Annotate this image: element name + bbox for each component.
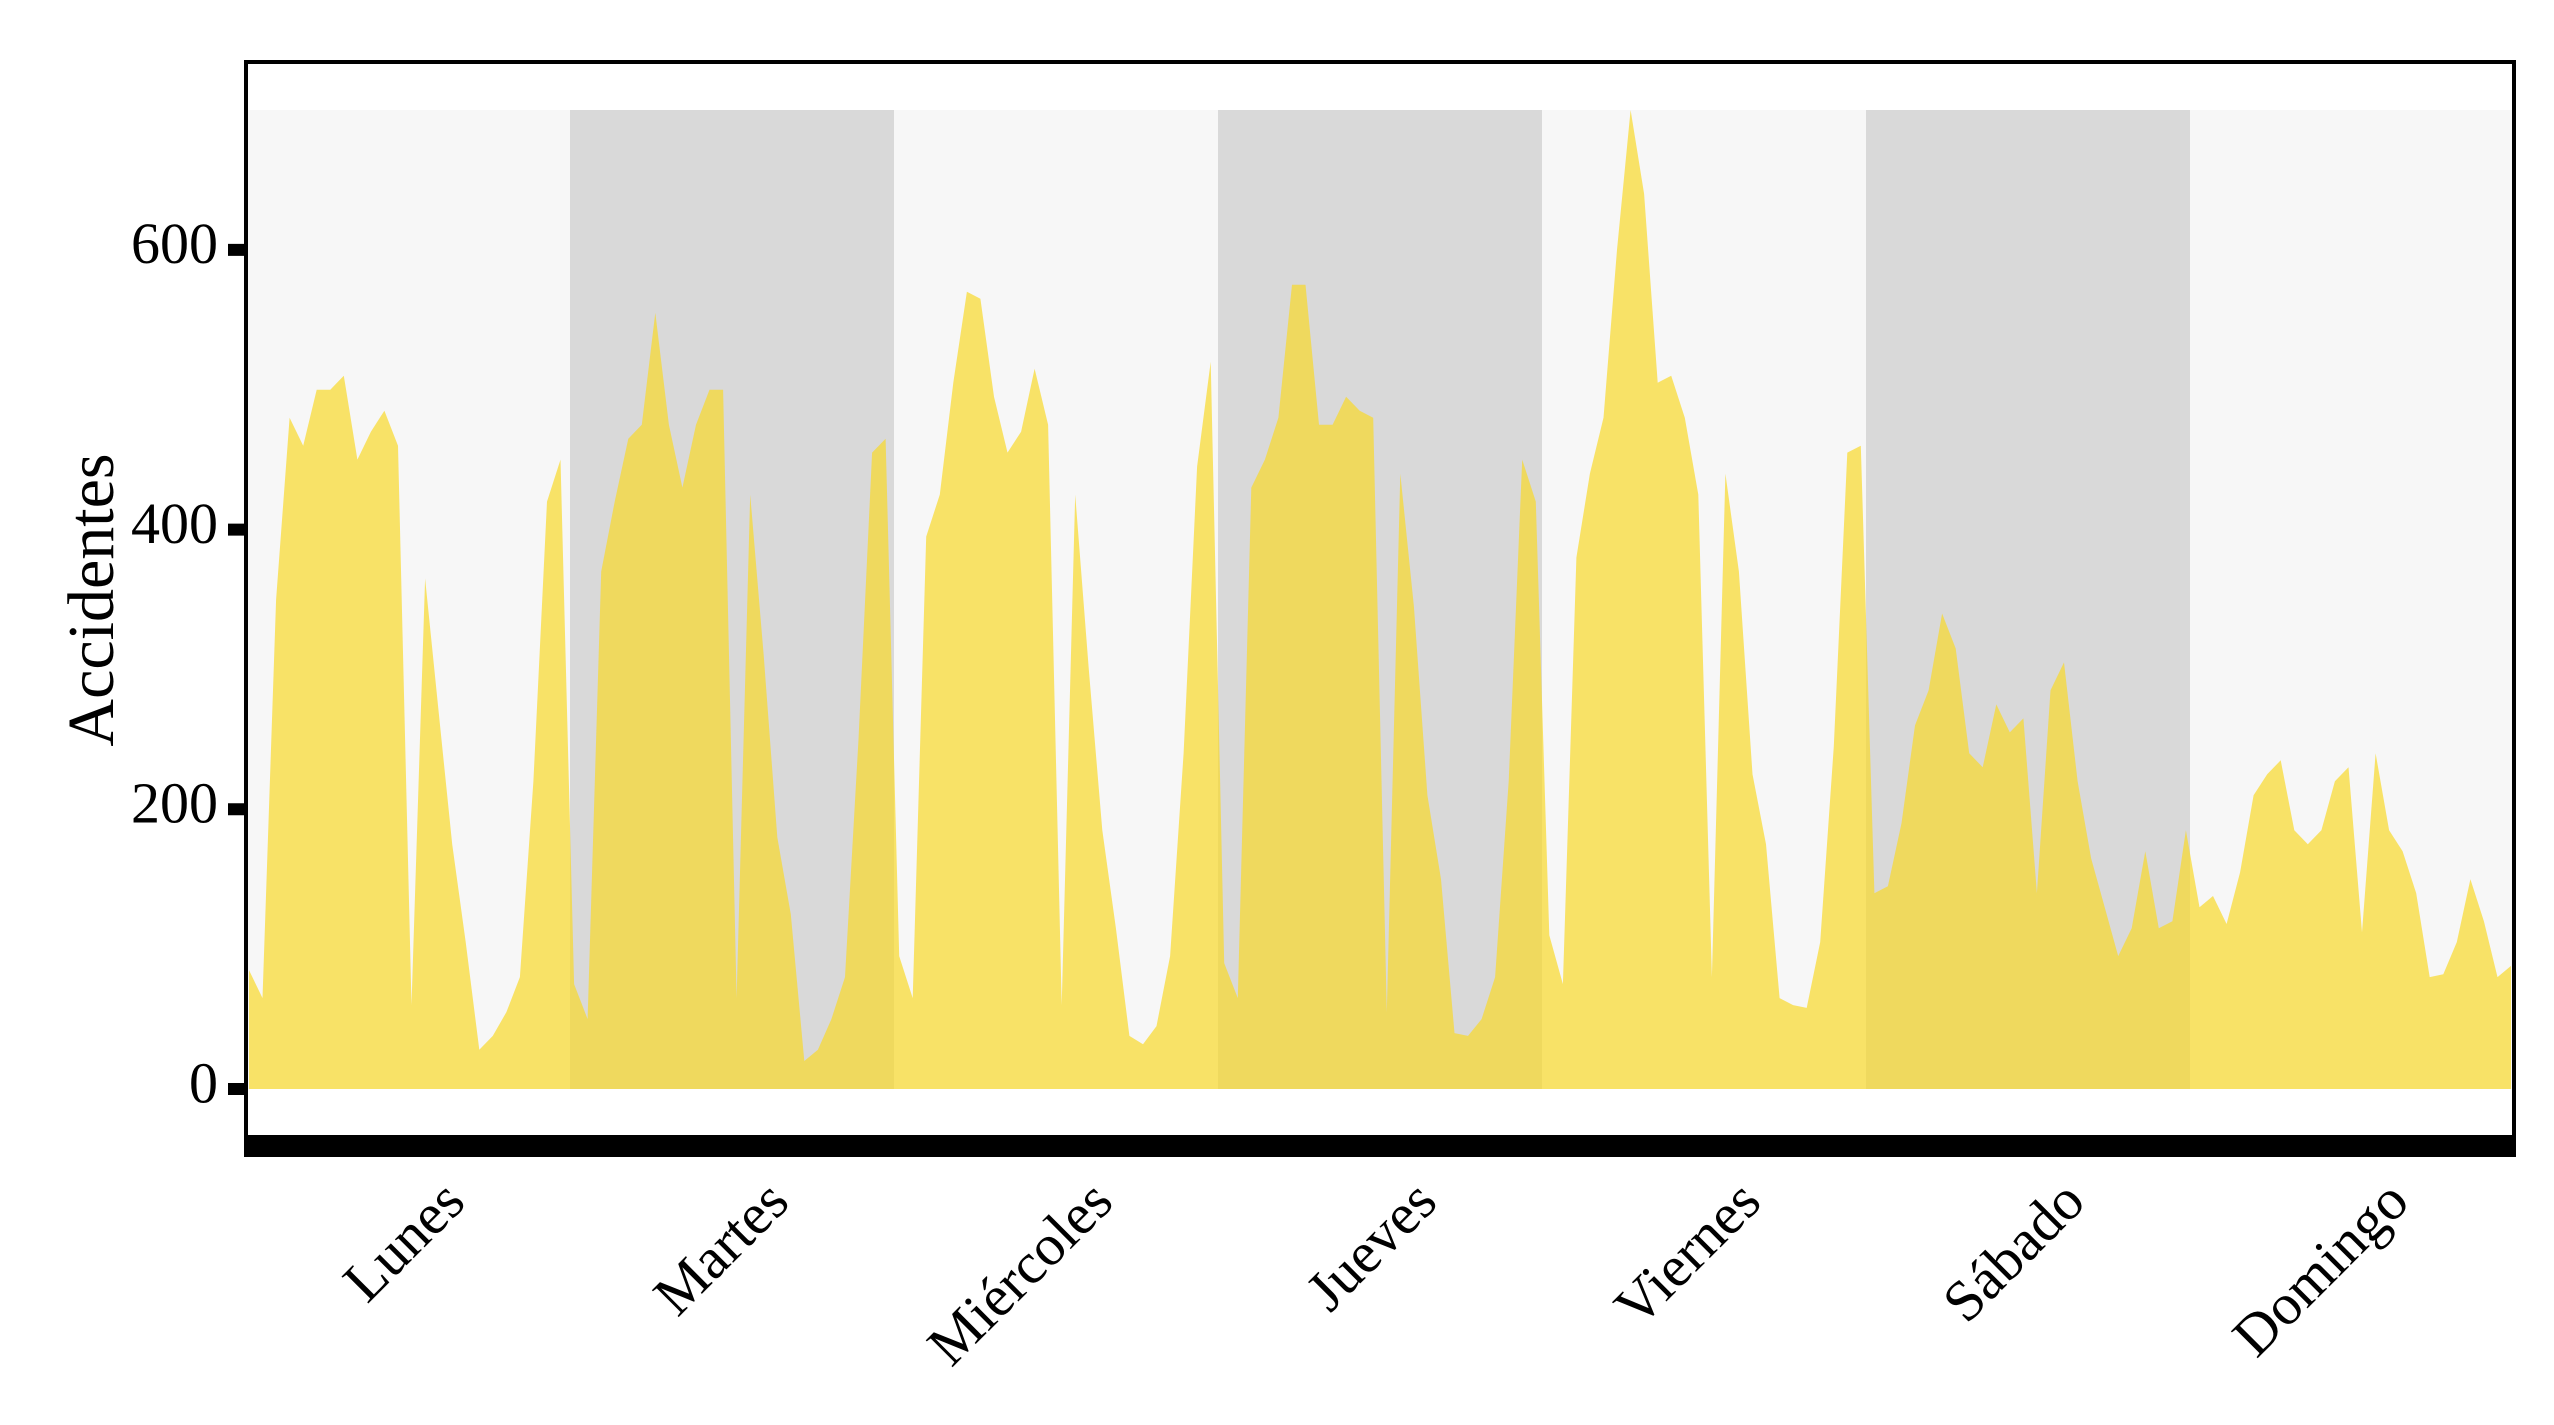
x-tick-label: Martes	[641, 1168, 801, 1328]
y-axis-label: Accidentes	[55, 453, 128, 746]
x-tick-label: Jueves	[1293, 1168, 1448, 1323]
y-tick-label: 200	[131, 771, 218, 836]
x-tick-label: Domingo	[2220, 1168, 2421, 1369]
x-tick-label: Miércoles	[915, 1168, 1125, 1378]
y-tick-label: 400	[131, 491, 218, 556]
x-tick-label: Viernes	[1602, 1168, 1773, 1339]
area	[249, 110, 2511, 1089]
x-tick-label: Sábado	[1930, 1168, 2097, 1335]
x-tick-label: Lunes	[330, 1168, 476, 1314]
y-tick-label: 0	[189, 1050, 218, 1115]
y-tick-label: 600	[131, 211, 218, 276]
